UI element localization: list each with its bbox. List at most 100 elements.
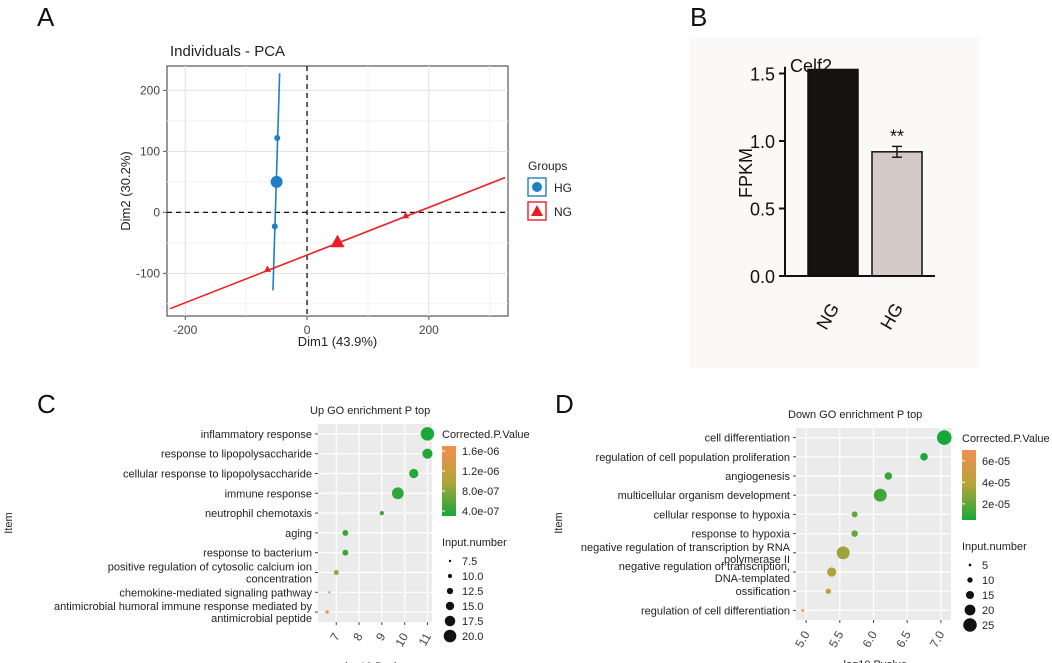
downgo-size-key xyxy=(967,577,973,583)
downgo-size-key-label: 5 xyxy=(982,560,988,572)
upgo-size-key xyxy=(446,587,454,595)
pca-legend-label-ng: NG xyxy=(554,205,572,219)
upgo-title: Up GO enrichment P top xyxy=(310,405,430,417)
upgo-term-label: positive regulation of cytosolic calcium… xyxy=(108,562,312,574)
upgo-color-tick-label: 1.2e-06 xyxy=(462,466,499,478)
upgo-dot xyxy=(420,427,435,441)
downgo-term-label: negative regulation of transcription, xyxy=(619,561,790,573)
downgo-dot xyxy=(936,430,952,445)
pca-legend-marker-ng xyxy=(531,205,543,216)
upgo-dot xyxy=(328,591,331,594)
panel-letter-d: D xyxy=(555,389,574,419)
upgo-size-key-label: 20.0 xyxy=(462,631,483,643)
fpkm-y-tick-label: 1.0 xyxy=(750,132,775,152)
downgo-x-tick-label: 6.0 xyxy=(860,628,881,650)
downgo-size-key-label: 20 xyxy=(982,605,994,617)
downgo-size-key xyxy=(964,604,976,616)
downgo-size-key xyxy=(965,590,975,600)
downgo-color-tick-label: 4e-05 xyxy=(982,477,1010,489)
downgo-size-key-label: 25 xyxy=(982,620,994,632)
downgo-size-key-label: 15 xyxy=(982,590,994,602)
upgo-x-tick-label: 7 xyxy=(327,630,343,643)
upgo-dot xyxy=(342,549,349,556)
fpkm-bar-hg xyxy=(871,151,923,277)
upgo-term-label: response to lipopolysaccharide xyxy=(161,449,312,461)
downgo-term-label: cell differentiation xyxy=(705,433,790,445)
downgo-x-axis-label: -log10 Pvalue xyxy=(840,659,907,663)
pca-ng-centroid xyxy=(330,234,345,248)
upgo-term-label: chemokine-mediated signaling pathway xyxy=(119,587,312,599)
downgo-term-label: regulation of cell differentiation xyxy=(641,605,790,617)
downgo-color-tick-label: 6e-05 xyxy=(982,456,1010,468)
upgo-size-key-label: 17.5 xyxy=(462,616,483,628)
panel-letter-a: A xyxy=(37,2,55,32)
upgo-size-legend-title: Input.number xyxy=(442,537,507,549)
upgo-size-key xyxy=(443,629,457,643)
fpkm-bar-ng xyxy=(807,68,859,277)
downgo-size-key xyxy=(963,618,977,632)
upgo-x-tick-label: 8 xyxy=(350,630,366,643)
downgo-term-label: negative regulation of transcription by … xyxy=(581,542,791,554)
pca-x-tick-label: 0 xyxy=(304,323,311,337)
pca-y-axis-label: Dim2 (30.2%) xyxy=(118,151,133,230)
fpkm-y-axis-label: FPKM xyxy=(736,148,756,198)
upgo-term-label: neutrophil chemotaxis xyxy=(205,508,313,520)
downgo-color-bar xyxy=(962,450,976,520)
pca-chart: -200 0 200 -100 0 100 200 Individuals - PCA Dim1… xyxy=(118,43,572,349)
upgo-term-label: antimicrobial humoral immune response me… xyxy=(54,601,313,613)
upgo-dot xyxy=(379,510,384,516)
fpkm-y-tick-label: 0.5 xyxy=(750,200,775,220)
downgo-term-label: ossification xyxy=(736,586,790,598)
downgo-size-legend-title: Input.number xyxy=(962,541,1027,553)
downgo-dot xyxy=(920,453,928,461)
pca-x-tick-label: 200 xyxy=(419,323,439,337)
downgo-dot xyxy=(851,530,858,537)
downgo-x-tick-label: 7.0 xyxy=(927,628,948,650)
upgo-dot xyxy=(325,610,329,614)
downgo-term-label: response to hypoxia xyxy=(692,529,791,541)
downgo-x-tick-label: 5.0 xyxy=(792,628,813,650)
downgo-title: Down GO enrichment P top xyxy=(788,409,922,421)
pca-ng-point xyxy=(263,265,271,272)
upgo-term-label: response to bacterium xyxy=(203,548,312,560)
pca-legend-label-hg: HG xyxy=(554,181,572,195)
fpkm-significance: ** xyxy=(890,126,904,146)
pca-y-tick-label: 100 xyxy=(140,144,160,158)
up-go-dot-chart: 7 8 9 10 11 inflammatory response response to … xyxy=(3,405,530,663)
pca-legend-title: Groups xyxy=(528,159,567,173)
upgo-y-axis-label: Item xyxy=(3,512,15,533)
downgo-term-label: cellular response to hypoxia xyxy=(654,509,791,521)
pca-hg-point xyxy=(271,223,278,230)
downgo-dot xyxy=(827,567,837,577)
upgo-size-key-label: 12.5 xyxy=(462,586,483,598)
downgo-dot xyxy=(825,588,832,594)
pca-y-tick-label: 200 xyxy=(140,83,160,97)
upgo-plot-area xyxy=(318,424,432,622)
upgo-size-key-label: 10.0 xyxy=(462,571,483,583)
downgo-term-label: DNA-templated xyxy=(715,573,790,585)
panel-letter-c: C xyxy=(37,389,56,419)
upgo-size-key xyxy=(444,615,456,627)
upgo-color-bar xyxy=(442,446,456,516)
upgo-size-key-label: 15.0 xyxy=(462,601,483,613)
upgo-color-tick-label: 1.6e-06 xyxy=(462,446,499,458)
upgo-x-axis-label: -log10 Pvalue xyxy=(341,661,408,663)
pca-hg-centroid xyxy=(270,175,283,188)
downgo-dot xyxy=(873,488,887,502)
pca-hg-point xyxy=(274,134,281,141)
downgo-y-axis-label: Item xyxy=(553,512,565,533)
downgo-term-label: angiogenesis xyxy=(725,471,790,483)
downgo-size-key-label: 10 xyxy=(982,575,994,587)
downgo-term-label: polymerase II xyxy=(724,554,790,566)
upgo-dot xyxy=(409,468,419,479)
upgo-color-tick-label: 4.0e-07 xyxy=(462,506,499,518)
downgo-x-tick-label: 6.5 xyxy=(893,628,914,650)
upgo-dot xyxy=(333,569,339,576)
upgo-size-key xyxy=(447,573,453,579)
upgo-term-label: concentration xyxy=(246,574,312,586)
upgo-size-key xyxy=(445,601,455,611)
downgo-dot xyxy=(851,511,858,518)
pca-x-tick-label: -200 xyxy=(173,323,197,337)
downgo-x-tick-label: 5.5 xyxy=(826,628,847,650)
